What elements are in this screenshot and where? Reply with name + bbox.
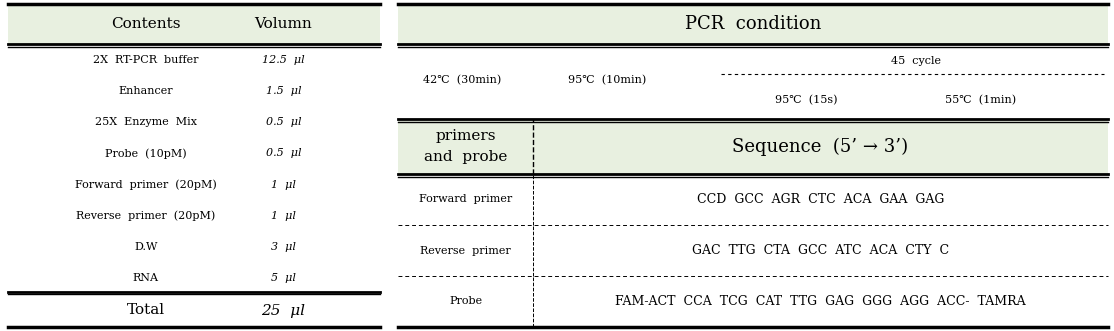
Text: 25X  Enzyme  Mix: 25X Enzyme Mix <box>95 117 197 127</box>
Bar <box>398 119 1108 174</box>
Text: Contents: Contents <box>111 17 180 31</box>
Text: 1  μl: 1 μl <box>271 211 295 221</box>
Text: 0.5  μl: 0.5 μl <box>265 117 301 127</box>
Text: Probe: Probe <box>449 297 482 307</box>
Text: 3  μl: 3 μl <box>271 242 295 252</box>
Text: 95℃  (15s): 95℃ (15s) <box>775 95 838 105</box>
Text: 25  μl: 25 μl <box>262 304 305 317</box>
Text: 12.5  μl: 12.5 μl <box>262 55 304 65</box>
Text: Volumn: Volumn <box>254 17 312 31</box>
Text: PCR  condition: PCR condition <box>685 15 821 33</box>
Text: Reverse  primer: Reverse primer <box>420 246 511 256</box>
Text: 42℃  (30min): 42℃ (30min) <box>423 75 501 85</box>
Text: Reverse  primer  (20pM): Reverse primer (20pM) <box>76 211 215 221</box>
Text: primers
and  probe: primers and probe <box>423 129 507 164</box>
Text: D.W: D.W <box>134 242 157 252</box>
Text: 1.5  μl: 1.5 μl <box>265 86 301 96</box>
Text: 95℃  (10min): 95℃ (10min) <box>568 75 646 85</box>
Text: RNA: RNA <box>133 273 158 283</box>
Text: GAC  TTG  CTA  GCC  ATC  ACA  CTY  C: GAC TTG CTA GCC ATC ACA CTY C <box>692 244 949 257</box>
Text: Probe  (10pM): Probe (10pM) <box>105 148 186 159</box>
Text: 0.5  μl: 0.5 μl <box>265 148 301 158</box>
Text: Sequence  (5’ → 3’): Sequence (5’ → 3’) <box>732 137 909 156</box>
Text: Enhancer: Enhancer <box>118 86 173 96</box>
Text: FAM-ACT  CCA  TCG  CAT  TTG  GAG  GGG  AGG  ACC-  TAMRA: FAM-ACT CCA TCG CAT TTG GAG GGG AGG ACC-… <box>615 295 1026 308</box>
Text: 2X  RT-PCR  buffer: 2X RT-PCR buffer <box>92 55 198 65</box>
Text: CCD  GCC  AGR  CTC  ACA  GAA  GAG: CCD GCC AGR CTC ACA GAA GAG <box>697 193 945 206</box>
Bar <box>8 4 380 44</box>
Text: Total: Total <box>127 304 165 317</box>
Text: Forward  primer  (20pM): Forward primer (20pM) <box>75 179 216 190</box>
Text: 1  μl: 1 μl <box>271 180 295 190</box>
Text: 45  cycle: 45 cycle <box>891 56 941 66</box>
Text: 55℃  (1min): 55℃ (1min) <box>945 95 1016 105</box>
Text: 5  μl: 5 μl <box>271 273 295 283</box>
Text: Forward  primer: Forward primer <box>419 195 512 205</box>
Bar <box>398 4 1108 44</box>
